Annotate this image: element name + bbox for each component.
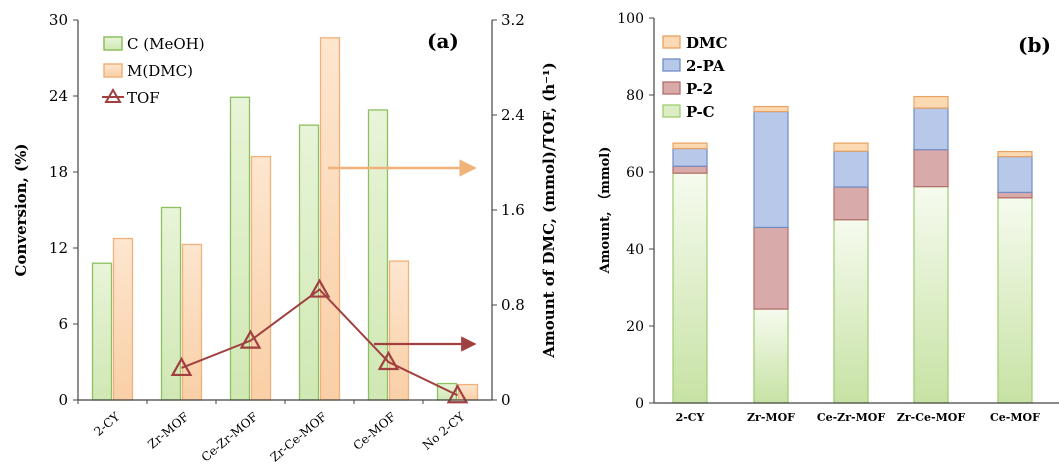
panel-b-ylabel: Amount, （mmol) xyxy=(597,147,613,275)
bar-c-meoh xyxy=(91,262,113,401)
legend-label-m-dmc: M(DMC) xyxy=(127,62,193,80)
stack-segment-p-c xyxy=(672,172,708,404)
stack-segment-2-pa xyxy=(833,150,869,188)
panel-a-label: (a) xyxy=(427,29,459,53)
panel-a-left-ticks: 0 6 12 18 24 30 xyxy=(49,11,78,409)
stack-segment-dmc xyxy=(833,142,869,152)
bar-c-meoh xyxy=(229,96,251,401)
panel-b-label: (b) xyxy=(1018,33,1051,57)
legend-swatch-pc xyxy=(662,104,681,118)
stack-segment-p-2 xyxy=(753,226,789,310)
stack-segment-dmc xyxy=(997,150,1033,158)
bar-c-meoh xyxy=(367,109,389,401)
panel-b-left-ticks: 0 20 40 60 80 100 xyxy=(617,11,654,412)
x-tick-label: Ce-Zr-MOF xyxy=(199,410,261,465)
x-tick-label: Zr-MOF xyxy=(747,411,795,424)
bar-m-dmc xyxy=(250,155,272,401)
bar-c-meoh xyxy=(298,124,320,401)
legend-label-tof: TOF xyxy=(127,89,160,107)
tick-label: 20 xyxy=(626,319,644,335)
stack-segment-dmc xyxy=(672,142,708,150)
panel-b: 0 20 40 60 80 100 2-CY Zr-MOF Ce-Zr-MOF Zr-Ce-MO… xyxy=(597,11,1059,424)
x-tick-label: Zr-Ce-MOF xyxy=(268,410,330,465)
panel-a-legend: C (MeOH) M(DMC) TOF xyxy=(102,35,205,107)
stack-segment-p-c xyxy=(913,186,949,404)
panel-a-y2label: Amount of DMC, (mmol)/TOF, (h⁻¹) xyxy=(540,62,558,358)
x-tick-label: Ce-Zr-MOF xyxy=(817,411,885,424)
tick-label: 40 xyxy=(626,242,644,258)
legend-label-c-meoh: C (MeOH) xyxy=(127,35,205,53)
tick-label: 0 xyxy=(635,396,644,412)
tick-label: 0.8 xyxy=(501,296,525,314)
legend-label-pc: P-C xyxy=(686,103,715,121)
tof-point xyxy=(446,384,469,404)
panel-a-right-ticks: 0 0.8 1.6 2.4 3.2 xyxy=(492,11,525,409)
stack-segment-2-pa xyxy=(753,110,789,229)
panel-a-x-ticks: 2-CY Zr-MOF Ce-Zr-MOF Zr-Ce-MOF Ce-MOF No 2-C… xyxy=(77,400,468,465)
tick-label: 100 xyxy=(617,11,644,27)
panel-a-tof-line xyxy=(170,278,469,404)
x-tick-label: Ce-MOF xyxy=(351,410,399,453)
panel-a: 0 6 12 18 24 30 0 0.8 1.6 2.4 3.2 2-CY Zr-MOF Ce-Zr… xyxy=(12,11,558,465)
panel-a-bars xyxy=(91,37,479,401)
legend-swatch-m-dmc xyxy=(103,63,123,78)
stack-segment-p-2 xyxy=(672,165,708,174)
bar-c-meoh xyxy=(160,206,182,401)
bar-m-dmc xyxy=(181,243,203,401)
bar-m-dmc xyxy=(319,37,341,401)
x-tick-label: 2-CY xyxy=(91,409,123,439)
tick-label: 0 xyxy=(501,391,511,409)
tick-label: 6 xyxy=(58,315,68,333)
x-tick-label: Zr-Ce-MOF xyxy=(897,411,965,424)
tick-label: 60 xyxy=(626,165,644,181)
legend-triangle-icon xyxy=(104,88,122,103)
tof-point xyxy=(377,350,400,371)
tof-point xyxy=(170,356,193,377)
stack-segment-dmc xyxy=(913,95,949,109)
stack-segment-dmc xyxy=(753,105,789,113)
stack-segment-2-pa xyxy=(997,156,1033,194)
legend-swatch-p2 xyxy=(662,81,681,95)
tick-label: 80 xyxy=(626,88,644,104)
x-tick-label: No 2-CY xyxy=(420,409,468,453)
stack-segment-p-2 xyxy=(913,149,949,188)
bar-m-dmc xyxy=(388,260,410,401)
legend-label-dmc: DMC xyxy=(686,34,728,52)
tick-label: 30 xyxy=(49,11,68,29)
tick-label: 3.2 xyxy=(501,11,525,29)
x-tick-label: Ce-MOF xyxy=(990,411,1040,424)
tick-label: 18 xyxy=(49,163,68,181)
stack-segment-p-c xyxy=(753,308,789,404)
stack-segment-p-c xyxy=(997,197,1033,404)
tick-label: 1.6 xyxy=(501,201,525,219)
panel-b-x-ticks: 2-CY Zr-MOF Ce-Zr-MOF Zr-Ce-MOF Ce-MOF xyxy=(676,411,1041,424)
stack-segment-p-2 xyxy=(997,191,1033,199)
tof-line xyxy=(181,288,458,397)
panel-a-ylabel: Conversion, (%) xyxy=(12,144,30,277)
tick-label: 12 xyxy=(49,239,68,257)
x-tick-label: Zr-MOF xyxy=(145,410,191,452)
tof-point xyxy=(308,278,331,298)
panel-b-legend: DMC 2-PA P-2 P-C xyxy=(662,34,728,121)
stack-segment-2-pa xyxy=(913,107,949,151)
stack-segment-p-2 xyxy=(833,186,869,221)
stack-segment-2-pa xyxy=(672,147,708,167)
legend-swatch-2pa xyxy=(662,58,681,72)
legend-label-2pa: 2-PA xyxy=(686,57,725,75)
tick-label: 0 xyxy=(58,391,68,409)
bar-m-dmc xyxy=(112,237,134,401)
x-tick-label: 2-CY xyxy=(676,411,705,424)
tof-point xyxy=(239,329,262,349)
tick-label: 24 xyxy=(49,87,68,105)
panel-b-bars xyxy=(672,95,1033,404)
tick-label: 2.4 xyxy=(501,106,525,124)
legend-swatch-dmc xyxy=(662,35,681,49)
legend-label-p2: P-2 xyxy=(686,80,713,98)
stack-segment-p-c xyxy=(833,219,869,404)
legend-swatch-c-meoh xyxy=(103,36,123,51)
